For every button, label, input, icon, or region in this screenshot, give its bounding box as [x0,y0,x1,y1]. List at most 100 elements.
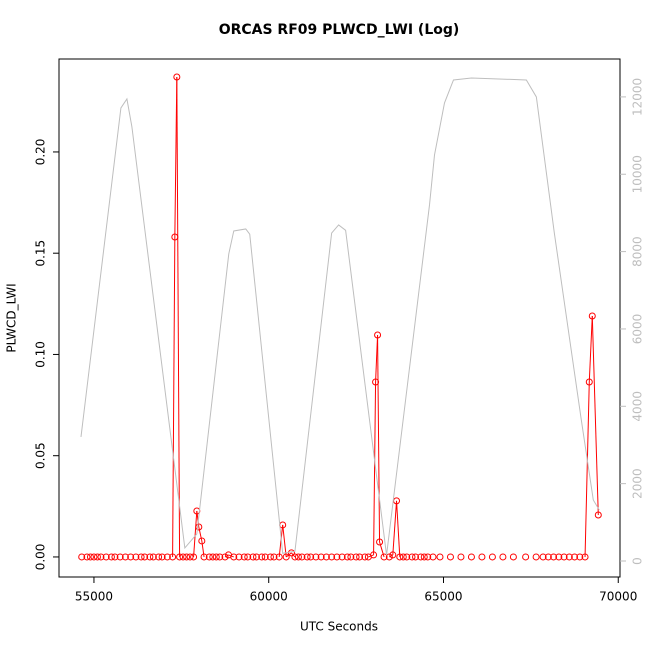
data-point [266,553,274,561]
x-axis-label: UTC Seconds [300,620,378,634]
data-point [389,551,397,559]
data-point [270,553,278,561]
data-point [555,553,563,561]
line-segment [392,500,398,555]
data-point [155,553,163,561]
data-point [417,553,425,561]
data-point [90,553,98,561]
data-point [488,553,496,561]
y-tick-label: 0.05 [34,442,48,469]
line-segment [377,335,381,542]
data-point [291,553,299,561]
data-point [571,553,579,561]
data-point [261,553,269,561]
data-point [258,553,266,561]
chart-title: ORCAS RF09 PLWCD_LWI (Log) [219,22,460,38]
data-point [539,553,547,561]
x-tick-label: 70000 [599,590,637,604]
data-point [249,553,257,561]
line-segment [396,500,401,557]
data-point [116,553,124,561]
data-point [216,553,224,561]
data-point [102,553,110,561]
data-point [287,549,295,557]
data-point [200,553,208,561]
data-point [146,553,154,561]
data-point [333,553,341,561]
data-point [171,233,179,241]
line-segment [282,524,287,558]
data-point [361,553,369,561]
data-point [581,553,589,561]
data-point [385,553,393,561]
data-point [298,553,306,561]
data-point [93,553,101,561]
line-segment [172,236,176,557]
data-point [183,553,191,561]
data-point [509,553,517,561]
y-tick-label: 0.00 [34,544,48,571]
y-tick-label: 0.20 [34,139,48,166]
data-point [532,553,540,561]
data-point [317,553,325,561]
data-point [396,553,404,561]
x-tick-label: 55000 [75,590,113,604]
line-segment [198,526,203,542]
y2-tick-label: 4000 [631,391,645,422]
data-point [149,553,157,561]
data-point [83,553,91,561]
data-point [186,553,194,561]
data-point [179,553,187,561]
data-point [275,553,283,561]
altitude-line [80,77,600,556]
data-point [399,553,407,561]
y-axis-label: PLWCD_LWI [5,283,19,352]
x-tick-label: 60000 [250,590,288,604]
data-point [412,553,420,561]
data-point [312,553,320,561]
data-point [408,553,416,561]
data-point [370,551,378,559]
y2-tick-label: 12000 [631,78,645,116]
data-point [356,553,364,561]
data-point [499,553,507,561]
data-point [97,553,105,561]
data-point [169,553,177,561]
data-point [585,378,593,386]
data-point [403,553,411,561]
data-point [244,553,252,561]
y-tick-label: 0.15 [34,240,48,267]
data-point [550,553,558,561]
data-point [328,553,336,561]
x-tick-label: 65000 [424,590,462,604]
data-point [594,511,602,519]
data-point [198,537,206,545]
data-point [195,523,203,531]
data-point [127,553,135,561]
data-point [457,553,465,561]
data-point [347,553,355,561]
y-tick-label: 0.10 [34,341,48,368]
data-point [230,553,238,561]
data-point [86,553,94,561]
data-point [235,553,243,561]
data-point [343,553,351,561]
data-point [111,553,119,561]
data-point [322,553,330,561]
data-point [163,553,171,561]
data-point [141,553,149,561]
data-point [303,553,311,561]
data-point [565,553,573,561]
data-point [240,553,248,561]
data-point [374,331,382,339]
data-point [78,553,86,561]
data-point [560,553,568,561]
data-point [294,553,302,561]
line-segment [193,510,198,557]
y2-tick-label: 8000 [631,236,645,267]
plot-frame [58,58,621,578]
data-point [221,553,229,561]
y2-tick-label: 6000 [631,314,645,345]
